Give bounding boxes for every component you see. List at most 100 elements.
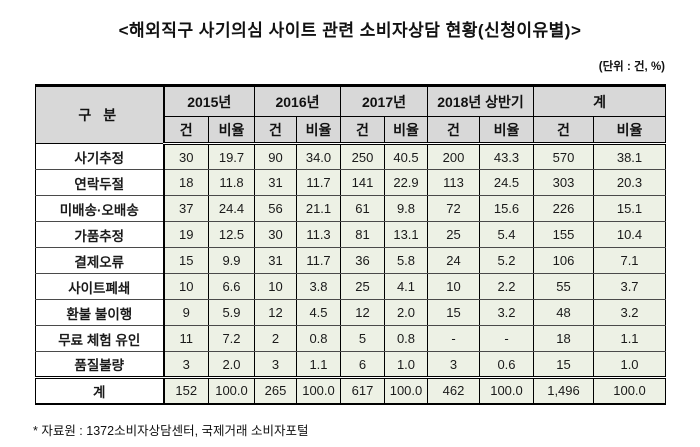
- table-cell: 56: [254, 195, 297, 222]
- table-cell: 30: [163, 143, 209, 170]
- table-cell: 9.8: [384, 195, 428, 222]
- table-cell: 43.3: [479, 143, 534, 170]
- table-cell: 303: [533, 169, 594, 196]
- table-cell: -: [479, 325, 534, 352]
- table-cell: 1.0: [592, 351, 667, 378]
- table-row: 연락두절 18 11.8 31 11.7 141 22.9 113 24.5 303 20.3: [35, 169, 667, 196]
- table-cell: 11.7: [296, 169, 341, 196]
- row-label: 무료 체험 유인: [35, 325, 165, 352]
- table-cell: 1.1: [592, 325, 667, 352]
- sub-header-4-ratio: 비율: [592, 116, 667, 145]
- table-cell: 3.2: [592, 299, 667, 326]
- table-cell: 1.1: [296, 351, 341, 378]
- table-cell: 265: [254, 376, 297, 404]
- sub-header-0-count: 건: [163, 116, 209, 145]
- table-row: 결제오류 15 9.9 31 11.7 36 5.8 24 5.2 106 7.1: [35, 247, 667, 274]
- table-cell: 9.9: [208, 247, 255, 274]
- table-cell: 250: [340, 143, 385, 170]
- row-label: 가품추정: [35, 221, 165, 248]
- col-group-header-1: 2016년: [254, 85, 341, 117]
- sub-header-0-ratio: 비율: [208, 116, 255, 145]
- table-cell: 15.6: [479, 195, 534, 222]
- table-cell: 6: [340, 351, 385, 378]
- table-cell: 10.4: [592, 221, 667, 248]
- table-cell: 40.5: [384, 143, 428, 170]
- table-cell: 12: [254, 299, 297, 326]
- table-cell: 152: [163, 376, 209, 404]
- table-cell: 10: [254, 273, 297, 300]
- row-label: 계: [35, 376, 165, 404]
- table-cell: 11.8: [208, 169, 255, 196]
- table-cell: 15: [427, 299, 480, 326]
- table-row: 사기추정 30 19.7 90 34.0 250 40.5 200 43.3 570 38.1: [35, 143, 667, 170]
- table-cell: 7.2: [208, 325, 255, 352]
- table-cell: 462: [427, 376, 480, 404]
- table-cell: 31: [254, 247, 297, 274]
- col-group-header-2: 2017년: [340, 85, 428, 117]
- col-group-header-0: 2015년: [163, 85, 255, 117]
- table-cell: 10: [163, 273, 209, 300]
- col-group-header-4: 계: [532, 85, 667, 117]
- table-cell: 15: [533, 351, 594, 378]
- table-cell: 3.8: [296, 273, 341, 300]
- table-cell: 15: [163, 247, 209, 274]
- row-label: 환불 불이행: [35, 299, 165, 326]
- unit-note: (단위 : 건, %): [598, 61, 665, 73]
- table-cell: 0.8: [296, 325, 341, 352]
- table-cell: 15.1: [592, 195, 667, 222]
- table-cell: 5.4: [479, 221, 534, 248]
- table-cell: 36: [340, 247, 385, 274]
- table-row: 환불 불이행 9 5.9 12 4.5 12 2.0 15 3.2 48 3.2: [35, 299, 667, 326]
- table-cell: 34.0: [296, 143, 341, 170]
- table-cell: 10: [427, 273, 480, 300]
- sub-header-3-ratio: 비율: [479, 116, 534, 145]
- table-cell: 21.1: [296, 195, 341, 222]
- table-cell: 2.2: [479, 273, 534, 300]
- table-cell: 24: [427, 247, 480, 274]
- row-label: 결제오류: [35, 247, 165, 274]
- table-cell: 37: [163, 195, 209, 222]
- table-cell: 30: [254, 221, 297, 248]
- table-cell: 100.0: [592, 376, 667, 404]
- table-cell: 25: [340, 273, 385, 300]
- table-cell: 3.7: [592, 273, 667, 300]
- corner-header: 구 분: [35, 85, 165, 144]
- table-cell: 0.6: [479, 351, 534, 378]
- table-cell: 3: [163, 351, 209, 378]
- table-cell: 5: [340, 325, 385, 352]
- table-cell: 55: [533, 273, 594, 300]
- table-cell: 100.0: [208, 376, 255, 404]
- table-cell: 0.8: [384, 325, 428, 352]
- table-cell: 18: [163, 169, 209, 196]
- table-cell: 4.5: [296, 299, 341, 326]
- table-cell: 3: [427, 351, 480, 378]
- table-cell: 5.9: [208, 299, 255, 326]
- consumer-counseling-table: 구 분 2015년 2016년 2017년 2018년 상반기 계 건 비율 건 비율 건 비율 건 비율…: [35, 84, 667, 405]
- sub-header-4-count: 건: [533, 116, 594, 145]
- sub-header-3-count: 건: [427, 116, 480, 145]
- table-cell: 25: [427, 221, 480, 248]
- table-cell: 226: [533, 195, 594, 222]
- table-cell: 100.0: [384, 376, 428, 404]
- table-cell: 12: [340, 299, 385, 326]
- table-cell: 3: [254, 351, 297, 378]
- footnote-source: * 자료원 : 1372소비자상담센터, 국제거래 소비자포털: [33, 424, 309, 438]
- sub-header-2-ratio: 비율: [384, 116, 428, 145]
- table-cell: 19.7: [208, 143, 255, 170]
- table-cell: 81: [340, 221, 385, 248]
- total-row: 계 152 100.0 265 100.0 617 100.0 462 100.0 1,496 10…: [35, 376, 667, 404]
- table-cell: 12.5: [208, 221, 255, 248]
- row-label: 연락두절: [35, 169, 165, 196]
- table-cell: 7.1: [592, 247, 667, 274]
- table-cell: 61: [340, 195, 385, 222]
- table-cell: 4.1: [384, 273, 428, 300]
- table-cell: 100.0: [296, 376, 341, 404]
- table-cell: 19: [163, 221, 209, 248]
- table-cell: 617: [340, 376, 385, 404]
- table-cell: 24.4: [208, 195, 255, 222]
- table-cell: 22.9: [384, 169, 428, 196]
- table-cell: 6.6: [208, 273, 255, 300]
- table-cell: 2: [254, 325, 297, 352]
- table-cell: -: [427, 325, 480, 352]
